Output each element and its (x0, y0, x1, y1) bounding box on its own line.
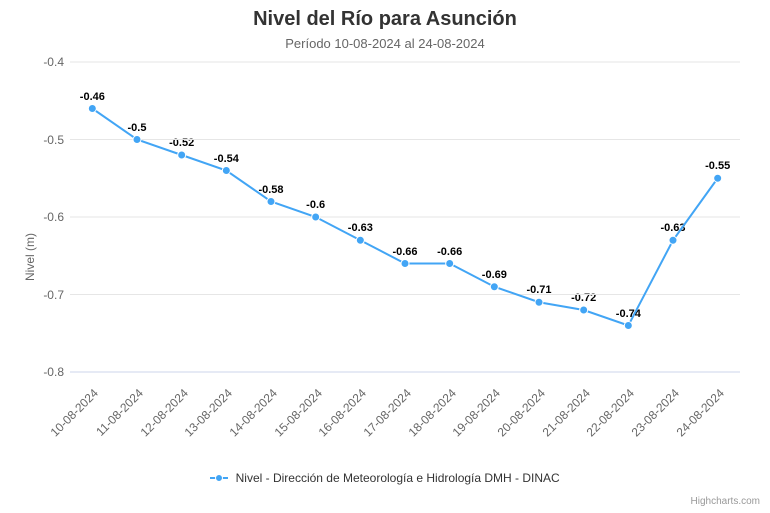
yaxis-tick-label: -0.5 (43, 133, 64, 147)
xaxis-tick-label: 20-08-2024 (495, 386, 548, 439)
plot-area (70, 62, 740, 372)
legend: Nivel - Dirección de Meteorología e Hidr… (0, 470, 770, 485)
chart-title: Nivel del Río para Asunción (0, 8, 770, 31)
yaxis-tick-label: -0.8 (43, 365, 64, 379)
yaxis-tick-label: -0.4 (43, 55, 64, 69)
xaxis-tick-label: 23-08-2024 (629, 386, 682, 439)
xaxis-tick-label: 17-08-2024 (361, 386, 414, 439)
yaxis-tick-label: -0.6 (43, 210, 64, 224)
chart-subtitle: Período 10-08-2024 al 24-08-2024 (0, 36, 770, 51)
xaxis-tick-label: 24-08-2024 (673, 386, 726, 439)
line-chart: Nivel del Río para Asunción Período 10-0… (0, 0, 770, 513)
yaxis-tick-label: -0.7 (43, 288, 64, 302)
yaxis-title: Nivel (m) (23, 233, 37, 281)
xaxis-tick-label: 14-08-2024 (227, 386, 280, 439)
legend-label: Nivel - Dirección de Meteorología e Hidr… (236, 471, 560, 485)
legend-swatch (210, 472, 228, 484)
chart-credit: Highcharts.com (691, 496, 760, 507)
xaxis-tick-label: 10-08-2024 (48, 386, 101, 439)
